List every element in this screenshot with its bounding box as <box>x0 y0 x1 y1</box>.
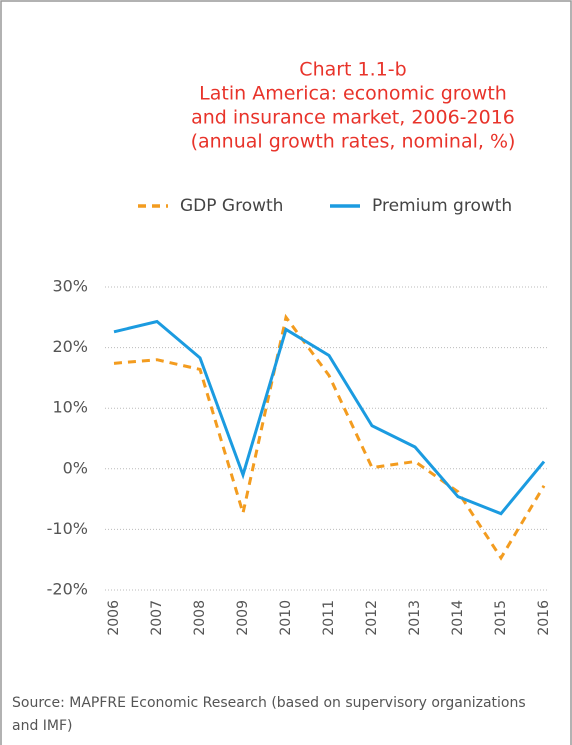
y-tick-label: 30% <box>52 277 88 296</box>
x-tick-label: 2013 <box>407 600 423 636</box>
chart-title: and insurance market, 2006-2016 <box>191 107 515 129</box>
series-line <box>113 319 546 516</box>
legend-label: GDP Growth <box>180 196 283 216</box>
x-tick-label: 2006 <box>106 600 122 636</box>
x-tick-label: 2010 <box>278 600 294 636</box>
x-tick-label: 2007 <box>149 600 165 636</box>
x-tick-label: 2015 <box>493 600 509 636</box>
x-tick-label: 2012 <box>364 600 380 636</box>
series-line <box>113 313 546 561</box>
chart-title: Chart 1.1-b <box>299 59 406 81</box>
x-tick-label: 2016 <box>536 600 552 636</box>
chart-title: Latin America: economic growth <box>199 83 507 105</box>
y-tick-label: 20% <box>52 337 88 356</box>
x-tick-label: 2008 <box>192 600 208 636</box>
legend-label: Premium growth <box>372 196 512 216</box>
x-tick-label: 2011 <box>321 600 337 636</box>
x-tick-label: 2009 <box>235 600 251 636</box>
x-tick-label: 2014 <box>450 600 466 636</box>
chart-title: (annual growth rates, nominal, %) <box>191 131 516 153</box>
y-tick-label: -10% <box>47 519 88 538</box>
source: Source: MAPFRE Economic Research (based … <box>12 695 526 734</box>
y-tick-label: 0% <box>63 458 88 477</box>
y-tick-label: 10% <box>52 398 88 417</box>
y-tick-label: -20% <box>47 580 88 599</box>
